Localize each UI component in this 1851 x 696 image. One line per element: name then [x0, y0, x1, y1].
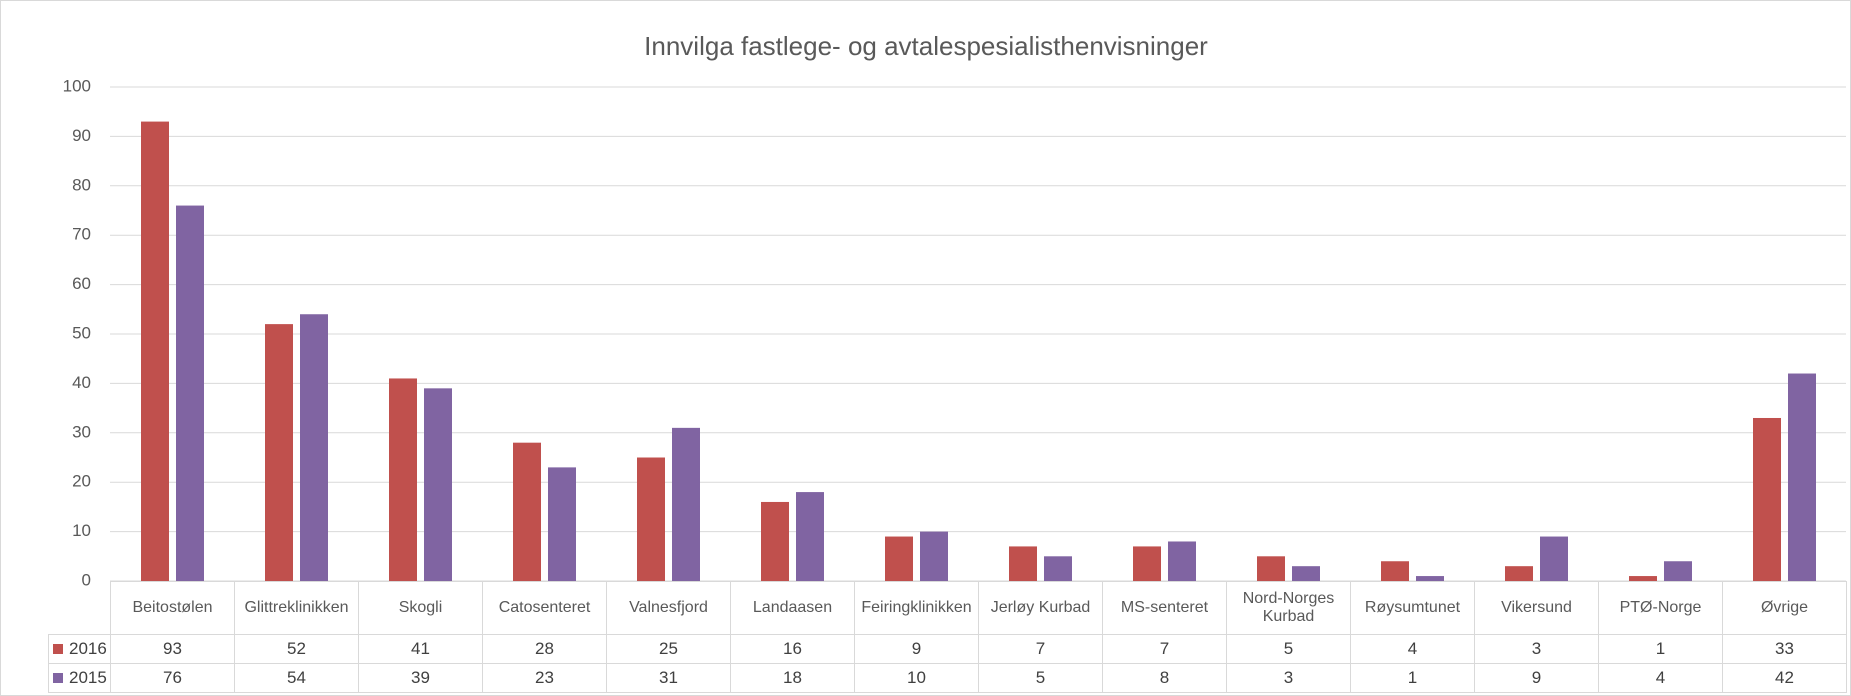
- bar: [1753, 417, 1781, 581]
- bar: [1168, 541, 1196, 581]
- legend-label: 2016: [69, 639, 107, 658]
- data-label: 33: [1722, 634, 1847, 664]
- y-tick-label: 90: [72, 126, 91, 145]
- y-tick-label: 60: [72, 274, 91, 293]
- bar: [796, 492, 824, 581]
- data-label: 52: [234, 634, 359, 664]
- legend-entry: 2015: [48, 663, 111, 693]
- category-row: Beitostølen Glittreklinikken Skogli Catosen…: [48, 581, 1847, 635]
- x-tick-label: Skogli: [358, 581, 483, 635]
- x-tick-label: Vikersund: [1474, 581, 1599, 635]
- bar: [761, 501, 789, 581]
- legend-entry: 2016: [48, 634, 111, 664]
- data-label: 39: [358, 663, 483, 693]
- bar: [548, 467, 576, 581]
- x-tick-label: PTØ-Norge: [1598, 581, 1723, 635]
- series-row: 2015 76 54 39 23 31 18 10 5 8 3 1 9 4 42: [48, 663, 1847, 693]
- x-tick-label: Catosenteret: [482, 581, 607, 635]
- bar: [1009, 546, 1037, 581]
- bar: [265, 324, 293, 581]
- data-label: 4: [1350, 634, 1475, 664]
- bar: [1381, 561, 1409, 581]
- x-tick-label: Røysumtunet: [1350, 581, 1475, 635]
- data-label: 4: [1598, 663, 1723, 693]
- bar: [1416, 576, 1444, 581]
- data-label: 31: [606, 663, 731, 693]
- legend-swatch: [53, 644, 63, 654]
- y-tick-label: 20: [72, 472, 91, 491]
- data-label: 8: [1102, 663, 1227, 693]
- data-label: 93: [110, 634, 235, 664]
- y-tick-label: 70: [72, 225, 91, 244]
- bar: [176, 205, 204, 581]
- data-label: 7: [1102, 634, 1227, 664]
- x-tick-label: Nord-Norges Kurbad: [1226, 581, 1351, 635]
- bar: [1788, 373, 1816, 581]
- series-row: 2016 93 52 41 28 25 16 9 7 7 5 4 3 1 33: [48, 634, 1847, 664]
- bar: [920, 531, 948, 581]
- data-label: 76: [110, 663, 235, 693]
- bar: [424, 388, 452, 581]
- x-tick-label: MS-senteret: [1102, 581, 1227, 635]
- data-label: 54: [234, 663, 359, 693]
- data-label: 42: [1722, 663, 1847, 693]
- y-tick-label: 80: [72, 175, 91, 194]
- data-label: 9: [854, 634, 979, 664]
- bar: [1292, 566, 1320, 581]
- y-tick-label: 50: [72, 323, 91, 342]
- legend-label: 2015: [69, 668, 107, 687]
- bar: [1133, 546, 1161, 581]
- x-tick-label: Landaasen: [730, 581, 855, 635]
- data-label: 41: [358, 634, 483, 664]
- x-tick-label: Valnesfjord: [606, 581, 731, 635]
- bar: [141, 121, 169, 581]
- bar: [300, 314, 328, 581]
- data-label: 16: [730, 634, 855, 664]
- legend-swatch: [53, 673, 63, 683]
- y-tick-label: 100: [63, 76, 91, 95]
- x-tick-label: Beitostølen: [110, 581, 235, 635]
- data-label: 18: [730, 663, 855, 693]
- data-label: 5: [1226, 634, 1351, 664]
- data-label: 10: [854, 663, 979, 693]
- x-tick-label: Feiringklinikken: [854, 581, 979, 635]
- data-label: 3: [1474, 634, 1599, 664]
- bar: [672, 427, 700, 581]
- data-table: Beitostølen Glittreklinikken Skogli Catosen…: [48, 581, 1847, 693]
- x-tick-label: Jerløy Kurbad: [978, 581, 1103, 635]
- data-label: 25: [606, 634, 731, 664]
- x-tick-label: Glittreklinikken: [234, 581, 359, 635]
- bar: [513, 442, 541, 581]
- bar: [389, 378, 417, 581]
- y-tick-label: 10: [72, 521, 91, 540]
- y-tick-label: 0: [82, 570, 91, 589]
- x-tick-label: Øvrige: [1722, 581, 1847, 635]
- data-label: 7: [978, 634, 1103, 664]
- data-label: 1: [1598, 634, 1723, 664]
- chart-title: Innvilga fastlege- og avtalespesialisthe…: [644, 31, 1208, 61]
- bar: [1505, 566, 1533, 581]
- bar: [1629, 576, 1657, 581]
- y-tick-label: 30: [72, 422, 91, 441]
- bar: [1664, 561, 1692, 581]
- bar: [1257, 556, 1285, 581]
- corner: [48, 581, 111, 635]
- data-label: 9: [1474, 663, 1599, 693]
- bar: [885, 536, 913, 581]
- bar: [1540, 536, 1568, 581]
- bar: [1044, 556, 1072, 581]
- data-label: 1: [1350, 663, 1475, 693]
- data-label: 3: [1226, 663, 1351, 693]
- bar: [637, 457, 665, 581]
- data-label: 28: [482, 634, 607, 664]
- y-tick-label: 40: [72, 373, 91, 392]
- data-label: 5: [978, 663, 1103, 693]
- data-label: 23: [482, 663, 607, 693]
